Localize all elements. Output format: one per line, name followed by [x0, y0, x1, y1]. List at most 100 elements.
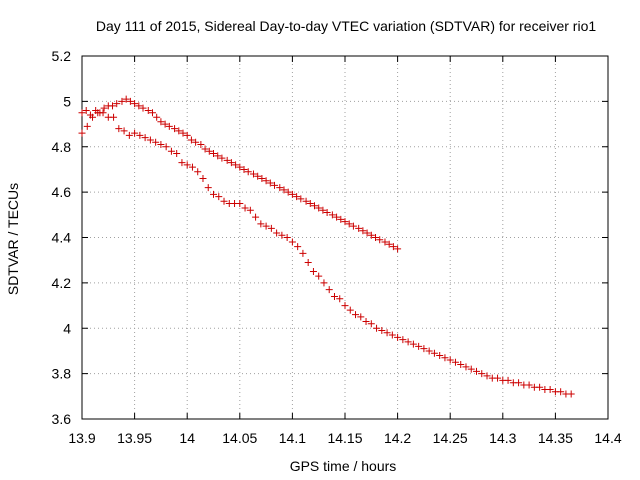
data-point	[302, 197, 310, 205]
data-point	[109, 102, 117, 110]
data-point	[378, 327, 386, 335]
data-point	[297, 195, 305, 203]
data-point	[328, 211, 336, 219]
data-point	[483, 372, 491, 380]
plot-frame	[81, 55, 609, 420]
data-point	[220, 197, 228, 205]
data-point	[341, 302, 349, 310]
data-point	[394, 333, 402, 341]
data-point	[78, 129, 86, 137]
x-tick-label: 13.9	[68, 430, 95, 446]
chart-title: Day 111 of 2015, Sidereal Day-to-day VTE…	[96, 18, 597, 34]
data-point	[288, 238, 296, 246]
data-point	[192, 138, 200, 146]
data-point	[310, 202, 318, 210]
data-point	[204, 184, 212, 192]
data-point	[161, 120, 169, 128]
data-point	[320, 279, 328, 287]
data-point	[197, 140, 205, 148]
data-point	[157, 140, 165, 148]
data-point	[271, 181, 279, 189]
data-point	[372, 234, 380, 241]
data-point	[135, 102, 143, 110]
y-tick-label: 4.8	[52, 139, 72, 155]
data-point	[467, 365, 475, 373]
data-point	[473, 367, 480, 375]
x-tick-label: 14.25	[433, 430, 468, 446]
data-point	[333, 213, 341, 221]
data-point	[78, 109, 86, 117]
data-point	[446, 356, 454, 364]
y-tick-label: 4.2	[52, 275, 72, 291]
x-tick-label: 14.3	[489, 430, 516, 446]
data-point	[171, 125, 179, 133]
data-point	[179, 129, 187, 137]
data-point	[167, 147, 175, 155]
data-point	[319, 206, 327, 214]
data-point	[126, 97, 134, 105]
data-point	[210, 190, 217, 198]
data-point	[266, 179, 274, 187]
data-point	[359, 227, 367, 235]
data-point	[82, 106, 90, 114]
data-point	[278, 231, 286, 239]
data-point	[175, 127, 183, 135]
y-tick-label: 4.6	[52, 184, 72, 200]
x-tick-label: 14.35	[538, 430, 573, 446]
data-point	[136, 131, 144, 139]
data-point	[315, 272, 323, 280]
data-point	[214, 152, 222, 160]
x-tick-label: 14.05	[222, 430, 257, 446]
data-point	[194, 168, 202, 176]
data-point	[362, 317, 370, 325]
x-tick-label: 14	[179, 430, 195, 446]
data-point	[425, 347, 433, 355]
data-point	[420, 345, 428, 353]
data-point	[262, 177, 270, 185]
data-point	[478, 370, 486, 378]
data-point	[399, 336, 407, 344]
data-point	[131, 100, 139, 108]
data-point	[205, 147, 213, 155]
data-point	[404, 338, 412, 346]
data-point	[388, 331, 396, 339]
x-tick-label: 14.2	[384, 430, 411, 446]
data-point	[525, 381, 533, 389]
data-point	[118, 97, 126, 105]
data-point	[267, 224, 275, 232]
data-point	[240, 165, 248, 173]
data-point	[258, 175, 266, 183]
data-point	[385, 240, 393, 248]
data-point	[337, 215, 345, 223]
data-point	[283, 234, 291, 241]
data-point	[306, 199, 314, 207]
data-point	[146, 136, 154, 144]
data-point	[139, 104, 147, 112]
data-point	[115, 125, 123, 133]
y-axis-label: SDTVAR / TECUs	[5, 183, 21, 295]
data-point	[183, 161, 191, 169]
data-point	[346, 306, 354, 314]
data-point	[246, 206, 254, 214]
data-point	[415, 342, 423, 350]
data-point	[304, 258, 312, 266]
data-point	[394, 245, 402, 253]
data-point	[504, 376, 512, 384]
data-point	[280, 186, 288, 194]
data-point	[131, 129, 139, 137]
data-point	[462, 363, 470, 371]
data-point	[141, 134, 149, 142]
data-point	[345, 220, 353, 228]
data-point	[355, 224, 363, 232]
data-point	[210, 150, 217, 158]
data-point	[457, 361, 465, 369]
data-point	[284, 188, 292, 196]
data-point	[110, 113, 118, 121]
data-point	[113, 100, 121, 108]
data-point	[273, 229, 281, 237]
data-point	[244, 168, 252, 176]
data-point	[515, 379, 523, 387]
data-point	[546, 386, 554, 394]
data-point	[557, 388, 565, 396]
